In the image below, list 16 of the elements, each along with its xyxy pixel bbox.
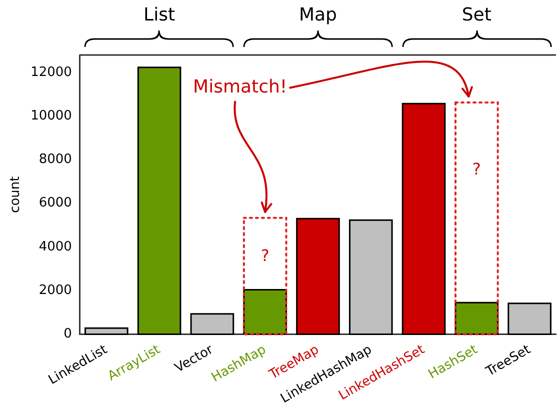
y-tick-label: 10000	[30, 108, 72, 124]
y-tick-label: 6000	[38, 196, 72, 211]
y-tick-label: 2000	[38, 282, 72, 298]
y-axis-title: count	[8, 176, 24, 213]
annotation: ?	[472, 160, 481, 179]
y-tick-label: 12000	[30, 64, 72, 80]
text: Map	[298, 4, 337, 26]
y-tick-label: 4000	[38, 239, 72, 254]
y-tick-label: 8000	[38, 152, 72, 168]
y-tick-label: 0	[64, 326, 72, 342]
bar	[454, 102, 499, 336]
annotation: ?	[260, 246, 270, 266]
text: List	[144, 4, 176, 26]
annotation: Mismatch!	[193, 76, 288, 98]
text: Set	[462, 4, 492, 26]
bar	[242, 216, 288, 336]
